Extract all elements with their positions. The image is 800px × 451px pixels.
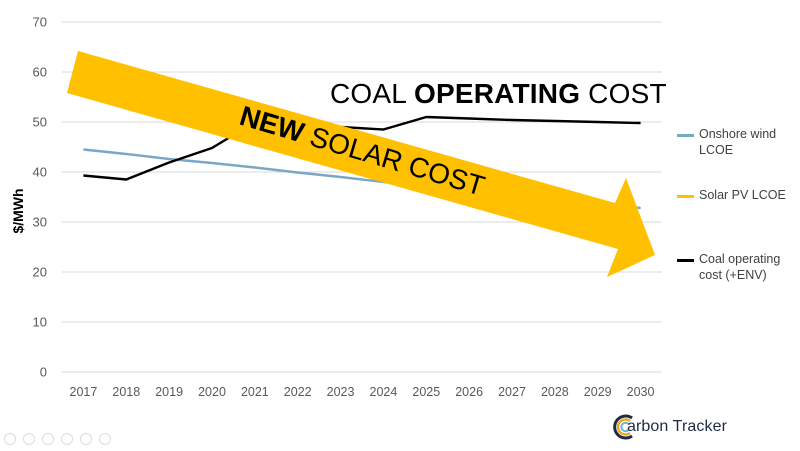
- coal-title-suffix: COST: [580, 78, 667, 109]
- x-tick-label: 2029: [584, 385, 612, 399]
- y-tick-label: 70: [33, 15, 47, 30]
- y-tick-label: 0: [40, 365, 47, 380]
- legend-item-solar-pv: Solar PV LCOE: [677, 187, 797, 203]
- carbon-tracker-logo-mark: [613, 414, 633, 440]
- y-tick-label: 20: [33, 265, 47, 280]
- coal-title-prefix: COAL: [330, 78, 414, 109]
- legend-label-coal: Coal operating cost (+ENV): [677, 251, 797, 283]
- y-tick-label: 10: [33, 315, 47, 330]
- x-tick-labels: 2017 2018 2019 2020 2021 2022 2023 2024 2025 2026…: [70, 385, 655, 399]
- x-tick-label: 2017: [70, 385, 98, 399]
- x-tick-label: 2030: [627, 385, 655, 399]
- x-tick-label: 2021: [241, 385, 269, 399]
- x-tick-label: 2024: [370, 385, 398, 399]
- next-icon[interactable]: [23, 433, 35, 445]
- x-tick-label: 2025: [412, 385, 440, 399]
- legend-label-line: cost (+ENV): [699, 268, 767, 282]
- x-tick-label: 2019: [155, 385, 183, 399]
- more-icon[interactable]: [99, 433, 111, 445]
- slide-nav-controls[interactable]: [4, 433, 111, 445]
- legend-swatch-coal: [677, 259, 694, 262]
- slides-icon[interactable]: [61, 433, 73, 445]
- carbon-tracker-logo-text: arbon Tracker: [627, 418, 728, 435]
- legend-swatch-onshore-wind: [677, 134, 694, 137]
- legend-item-coal: Coal operating cost (+ENV): [677, 251, 797, 283]
- pen-icon[interactable]: [42, 433, 54, 445]
- legend-item-onshore-wind: Onshore wind LCOE: [677, 126, 797, 158]
- y-axis-label: $/MWh: [10, 188, 26, 233]
- arrow-shape: [67, 51, 655, 277]
- x-tick-label: 2018: [112, 385, 140, 399]
- legend-label-line: Solar PV LCOE: [699, 188, 786, 202]
- x-tick-label: 2028: [541, 385, 569, 399]
- zoom-icon[interactable]: [80, 433, 92, 445]
- x-tick-label: 2026: [455, 385, 483, 399]
- x-tick-label: 2023: [327, 385, 355, 399]
- coal-title-bold: OPERATING: [414, 78, 581, 109]
- prev-icon[interactable]: [4, 433, 16, 445]
- legend-swatch-solar-pv: [677, 195, 694, 198]
- legend-label-onshore-wind: Onshore wind LCOE: [677, 126, 797, 158]
- legend-label-line: Coal operating: [699, 252, 781, 266]
- y-tick-labels: 0 10 20 30 40 50 60 70: [33, 15, 47, 380]
- legend-label-solar-pv: Solar PV LCOE: [677, 187, 797, 203]
- y-tick-label: 40: [33, 165, 47, 180]
- y-tick-label: 30: [33, 215, 47, 230]
- carbon-tracker-logo: arbon Tracker: [610, 412, 727, 442]
- x-tick-label: 2020: [198, 385, 226, 399]
- y-tick-label: 50: [33, 115, 47, 130]
- legend-label-line: LCOE: [699, 143, 734, 157]
- y-tick-label: 60: [33, 65, 47, 80]
- series-line-coal-operating-cost-env: [83, 115, 641, 181]
- x-tick-label: 2022: [284, 385, 312, 399]
- legend-label-line: Onshore wind: [699, 127, 777, 141]
- x-tick-label: 2027: [498, 385, 526, 399]
- coal-operating-cost-annotation: COAL OPERATING COST: [330, 78, 667, 110]
